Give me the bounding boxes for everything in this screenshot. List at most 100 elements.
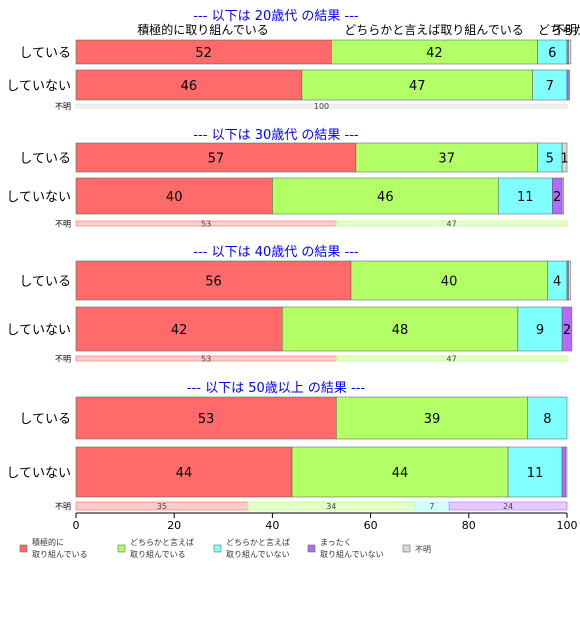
bar-value-label: 2 bbox=[563, 323, 571, 338]
bar-value-label: 46 bbox=[377, 190, 394, 205]
panel-title: --- 以下は 20歳代 の結果 --- bbox=[193, 9, 359, 24]
bar-value-label: 56 bbox=[205, 275, 222, 290]
bar-value-label: 5 bbox=[546, 152, 554, 167]
legend-label: どちらかと言えば bbox=[130, 537, 194, 547]
bar-segment bbox=[75, 103, 568, 109]
bar-value-label: 37 bbox=[438, 152, 455, 167]
axis-tick-label: 60 bbox=[364, 519, 378, 532]
bar-value-label: 11 bbox=[517, 190, 534, 205]
bar-value-label: 42 bbox=[426, 46, 443, 61]
panel-3: --- 以下は 40歳代 の結果 --- している 56 40 4 していない 42 48 9 2… bbox=[6, 245, 573, 364]
bar-value-label: 9 bbox=[536, 323, 544, 338]
bar-value-label: 44 bbox=[392, 466, 409, 481]
bar-value-label: 34 bbox=[326, 502, 336, 511]
bar-segment bbox=[75, 39, 332, 65]
row-label: していない bbox=[6, 79, 71, 94]
axis-tick-label: 20 bbox=[167, 519, 181, 532]
row-label: している bbox=[19, 275, 71, 290]
bar-segment bbox=[561, 306, 573, 352]
panel-1: --- 以下は 20歳代 の結果 --- している 52 42 6 していない 46 47 7 不… bbox=[6, 9, 572, 111]
column-label-4: 不明 bbox=[553, 23, 577, 37]
row-label: していない bbox=[6, 466, 71, 481]
axis-tick-label: 0 bbox=[73, 519, 80, 532]
bar-segment bbox=[301, 69, 533, 101]
bar-value-label: 47 bbox=[447, 220, 457, 229]
row-label: している bbox=[19, 152, 71, 167]
bar-value-label: 7 bbox=[546, 79, 554, 94]
legend-label: まったく bbox=[320, 538, 352, 547]
bar-segment bbox=[350, 260, 548, 301]
bar-value-label: 40 bbox=[166, 190, 183, 205]
axis-tick-label: 100 bbox=[557, 519, 578, 532]
bar-segment bbox=[537, 39, 568, 65]
legend-label: 不明 bbox=[415, 545, 431, 554]
bar-segment bbox=[335, 396, 528, 440]
row-label: 不明 bbox=[55, 355, 71, 364]
legend-swatch bbox=[117, 544, 126, 553]
bar-segment bbox=[75, 396, 337, 440]
bar-segment bbox=[75, 446, 293, 498]
row-label: している bbox=[19, 412, 71, 427]
bar-segment bbox=[532, 69, 568, 101]
bar-value-label: 24 bbox=[503, 502, 513, 511]
bar-value-label: 47 bbox=[447, 355, 457, 364]
row-label: 不明 bbox=[55, 102, 71, 111]
bar-value-label: 53 bbox=[201, 220, 211, 229]
bar-value-label: 2 bbox=[553, 190, 561, 205]
legend-label: 取り組んでいる bbox=[130, 549, 186, 559]
panel-title: --- 以下は 30歳代 の結果 --- bbox=[193, 128, 359, 143]
panel-title: --- 以下は 40歳代 の結果 --- bbox=[193, 245, 359, 260]
bar-value-label: 57 bbox=[208, 152, 225, 167]
panel-2: --- 以下は 30歳代 の結果 --- している 57 37 5 1 していない 40 46 1… bbox=[6, 128, 568, 229]
bar-segment bbox=[355, 142, 538, 173]
row-label: している bbox=[19, 46, 71, 61]
bar-value-label: 42 bbox=[171, 323, 188, 338]
row-label: 不明 bbox=[55, 220, 71, 229]
bar-segment bbox=[335, 355, 568, 362]
bar-value-label: 53 bbox=[201, 355, 211, 364]
bar-segment bbox=[568, 39, 572, 65]
legend-swatch bbox=[402, 544, 411, 553]
legend-label: 積極的に bbox=[32, 537, 64, 547]
panel-title: --- 以下は 50歳以上 の結果 --- bbox=[187, 381, 366, 396]
bar-value-label: 1 bbox=[560, 152, 568, 167]
bar-value-label: 8 bbox=[543, 412, 551, 427]
bar-segment bbox=[537, 142, 563, 173]
column-label-2: どちらかと言えば取り組んでいる bbox=[344, 23, 523, 37]
bar-value-label: 11 bbox=[527, 466, 544, 481]
axis-tick-label: 40 bbox=[265, 519, 279, 532]
bar-segment bbox=[448, 501, 568, 511]
bar-segment bbox=[568, 260, 571, 301]
legend-item: 不明 bbox=[402, 544, 431, 554]
bar-value-label: 100 bbox=[314, 102, 329, 111]
bar-value-label: 53 bbox=[198, 412, 215, 427]
legend-label: 取り組んでいる bbox=[32, 549, 88, 559]
bar-value-label: 39 bbox=[424, 412, 441, 427]
bar-segment bbox=[335, 220, 568, 227]
legend-label: 取り組んでいない bbox=[320, 549, 384, 559]
legend-item: 積極的に取り組んでいる bbox=[19, 537, 88, 559]
bar-value-label: 46 bbox=[181, 79, 198, 94]
bar-value-label: 40 bbox=[441, 275, 458, 290]
bar-value-label: 44 bbox=[176, 466, 193, 481]
legend-item: どちらかと言えば取り組んでいる bbox=[117, 537, 194, 559]
bar-value-label: 4 bbox=[553, 275, 561, 290]
bar-segment bbox=[291, 446, 509, 498]
bar-value-label: 47 bbox=[409, 79, 426, 94]
bar-segment bbox=[75, 142, 357, 173]
bar-segment bbox=[561, 177, 564, 215]
column-label-1: 積極的に取り組んでいる bbox=[137, 22, 268, 37]
bar-segment bbox=[561, 142, 568, 173]
row-label: 不明 bbox=[55, 502, 71, 511]
bar-value-label: 48 bbox=[392, 323, 409, 338]
bar-segment bbox=[75, 260, 352, 301]
bar-segment bbox=[561, 446, 566, 498]
column-labels: 積極的に取り組んでいる どちらかと言えば取り組んでいる どちらかと言えば取り組ん… bbox=[137, 22, 580, 37]
legend: 積極的に取り組んでいるどちらかと言えば取り組んでいるどちらかと言えば取り組んでい… bbox=[19, 537, 431, 559]
bar-segment bbox=[527, 396, 568, 440]
bar-segment bbox=[565, 446, 568, 498]
